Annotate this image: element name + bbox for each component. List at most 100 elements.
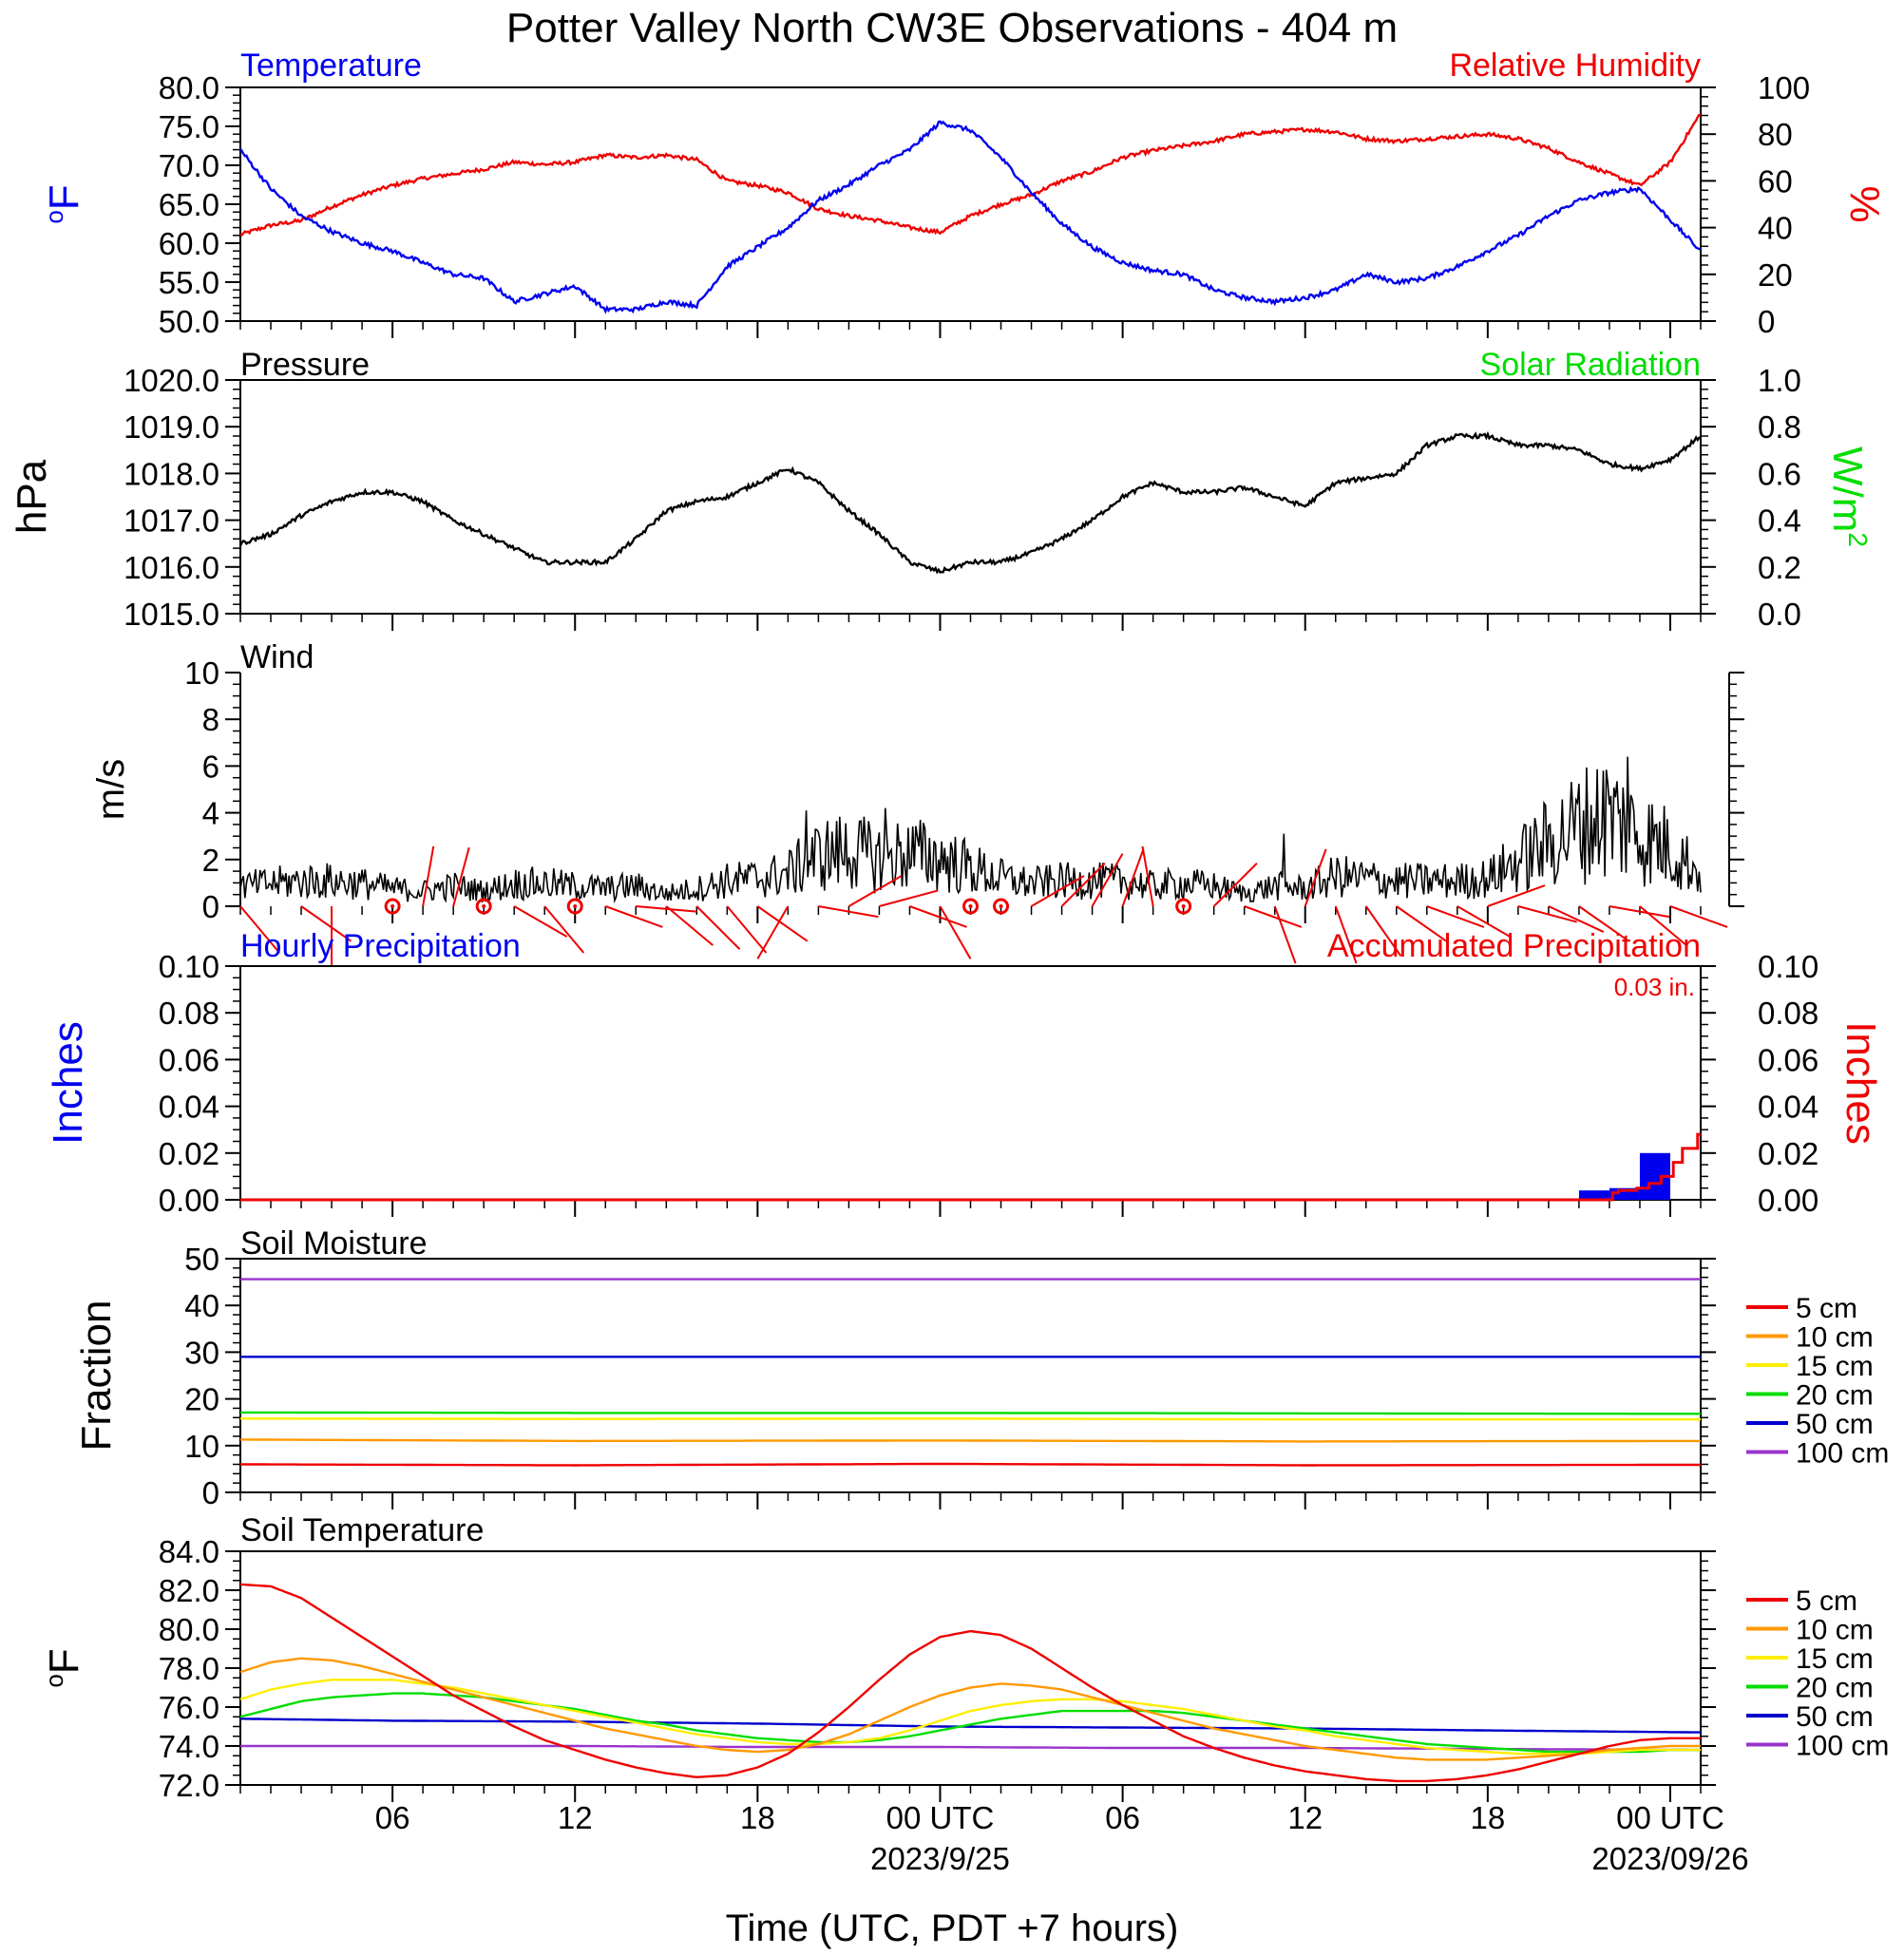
wind-barb bbox=[1517, 905, 1577, 923]
y-tick-label-right: 0.4 bbox=[1758, 503, 1801, 539]
legend-label: 100 cm bbox=[1796, 1731, 1889, 1762]
y-tick-label-left: 60.0 bbox=[159, 226, 219, 261]
data-layer bbox=[239, 1583, 1701, 1783]
y-tick-label-left: 1020.0 bbox=[124, 363, 219, 398]
data-layer bbox=[240, 1278, 1701, 1467]
y-tick-label-right: 20 bbox=[1758, 257, 1793, 293]
y-axis-label-soil-moisture: Fraction bbox=[73, 1300, 120, 1452]
wind-calm-marker bbox=[962, 898, 979, 915]
wind-barb bbox=[1396, 905, 1447, 942]
wind-barb bbox=[1487, 884, 1546, 907]
y-tick-label-left: 6 bbox=[202, 749, 219, 784]
wind-barb bbox=[1060, 863, 1106, 907]
y-tick-label-left: 0.10 bbox=[159, 949, 219, 984]
wind-barb bbox=[1031, 875, 1085, 907]
wind-barb bbox=[1639, 905, 1687, 946]
legend-label: 10 cm bbox=[1796, 1322, 1874, 1354]
wind-barb bbox=[1121, 848, 1145, 907]
tick-layer: 50 40 30 20 10 0 bbox=[184, 1242, 1716, 1510]
figure-title: Potter Valley North CW3E Observations - … bbox=[506, 5, 1398, 51]
y-tick-label-left: 78.0 bbox=[159, 1651, 219, 1686]
panel-pressure-solar: Pressure Solar Radiation hPa W/m2 1020.0… bbox=[9, 347, 1873, 632]
wind-barb bbox=[847, 875, 903, 907]
legend-label: 50 cm bbox=[1796, 1701, 1874, 1733]
x-date-label: 2023/09/26 bbox=[1591, 1841, 1748, 1876]
wind-barb bbox=[879, 889, 939, 907]
y-tick-label-left: 70.0 bbox=[159, 148, 219, 183]
x-tick-labels: 06 12 18 00 UTC 2023/9/25 06 12 18 00 UTC 2023/09… bbox=[375, 1800, 1749, 1876]
y-tick-label-right: 80 bbox=[1758, 117, 1793, 152]
panel-title-solar-radiation: Solar Radiation bbox=[1480, 347, 1701, 383]
wind-barb bbox=[452, 846, 470, 907]
y-tick-label-left: 50.0 bbox=[159, 304, 219, 339]
wind-barb bbox=[1273, 905, 1297, 964]
wind-barb bbox=[1244, 905, 1303, 928]
y-tick-label-left: 82.0 bbox=[159, 1573, 219, 1608]
data-layer bbox=[238, 430, 1702, 575]
y-tick-label-right: 0 bbox=[1758, 304, 1775, 339]
wind-calm-marker-dot bbox=[390, 904, 395, 908]
panel-temperature-rh: Temperature Relative Humidity oF % 80.0 7… bbox=[40, 47, 1888, 339]
y-tick-label-left: 8 bbox=[202, 702, 219, 737]
wind-barb bbox=[543, 905, 585, 954]
y-tick-label-left: 55.0 bbox=[159, 265, 219, 300]
y-axis-label-solar: W/m2 bbox=[1824, 446, 1873, 547]
tick-layer: 80.0 75.0 70.0 65.0 60.0 55.0 50.0 100 80 60 40 20 0 bbox=[159, 70, 1810, 339]
wind-calm-marker-dot bbox=[1181, 904, 1186, 908]
series-soil-temperature bbox=[240, 1718, 1701, 1734]
legend-label: 20 cm bbox=[1796, 1380, 1874, 1412]
wind-barb bbox=[1457, 905, 1511, 938]
wind-calm-marker bbox=[993, 898, 1010, 915]
y-tick-label-left: 40 bbox=[184, 1288, 219, 1323]
y-tick-label-right: 0.8 bbox=[1758, 409, 1801, 445]
precip-total-label: 0.03 in. bbox=[1614, 973, 1695, 1001]
wind-barb bbox=[909, 905, 967, 928]
wind-calm-marker-dot bbox=[999, 904, 1003, 908]
wind-barb bbox=[1141, 845, 1154, 907]
wind-barb bbox=[665, 905, 714, 946]
x-tick-label: 12 bbox=[1287, 1800, 1323, 1835]
tick-layer: 0.10 0.08 0.06 0.04 0.02 0.00 0.10 0.08 0.06 0.04… bbox=[159, 949, 1818, 1218]
y-tick-label-left: 10 bbox=[184, 1429, 219, 1464]
legend-label: 5 cm bbox=[1796, 1585, 1857, 1617]
x-tick-label: 00 UTC bbox=[1616, 1800, 1724, 1835]
wind-barb bbox=[239, 905, 280, 954]
panel-title-temperature: Temperature bbox=[240, 47, 422, 84]
wind-barb bbox=[1304, 848, 1327, 907]
wind-barb bbox=[422, 845, 435, 907]
series-accumulated-precipitation bbox=[240, 1132, 1701, 1202]
legend-label: 5 cm bbox=[1796, 1293, 1857, 1324]
legend-label: 15 cm bbox=[1796, 1351, 1874, 1382]
y-tick-label-right: 0.06 bbox=[1758, 1042, 1818, 1077]
tick-layer: 1020.0 1019.0 1018.0 1017.0 1016.0 1015.0 1.0 0… bbox=[124, 363, 1801, 632]
wind-calm-marker-dot bbox=[482, 904, 486, 908]
panel-soil-temperature: Soil Temperature oF 84.0 82.0 80.0 78.0 76.0… bbox=[40, 1512, 1889, 1876]
wind-calm-marker bbox=[384, 898, 401, 915]
wind-calm-marker bbox=[475, 898, 492, 915]
y-tick-label-left: 1015.0 bbox=[124, 597, 219, 632]
series-soil-temperature bbox=[239, 1657, 1701, 1761]
y-tick-label-left: 0.00 bbox=[159, 1183, 219, 1218]
wind-barb bbox=[1334, 905, 1358, 964]
y-tick-label-left: 74.0 bbox=[159, 1729, 219, 1764]
y-tick-label-left: 30 bbox=[184, 1335, 219, 1370]
y-tick-label-right: 40 bbox=[1758, 211, 1793, 246]
wind-barb bbox=[1091, 853, 1124, 907]
legend-label: 100 cm bbox=[1796, 1438, 1889, 1470]
y-tick-label-right: 0.02 bbox=[1758, 1136, 1818, 1171]
y-axis-label-pressure: hPa bbox=[9, 459, 55, 534]
y-tick-label-right: 0.2 bbox=[1758, 550, 1801, 585]
y-tick-label-left: 0.04 bbox=[159, 1090, 219, 1125]
tick-layer: 10 8 6 4 2 0 bbox=[184, 655, 1744, 924]
wind-barb bbox=[1578, 905, 1629, 942]
y-tick-label-right: 0.04 bbox=[1758, 1090, 1818, 1125]
x-date-label: 2023/9/25 bbox=[870, 1841, 1010, 1876]
y-tick-label-left: 1017.0 bbox=[124, 503, 219, 539]
x-tick-label: 18 bbox=[740, 1800, 775, 1835]
legend-label: 10 cm bbox=[1796, 1615, 1874, 1646]
y-tick-label-left: 0.06 bbox=[159, 1042, 219, 1077]
wind-barb bbox=[1609, 905, 1670, 919]
